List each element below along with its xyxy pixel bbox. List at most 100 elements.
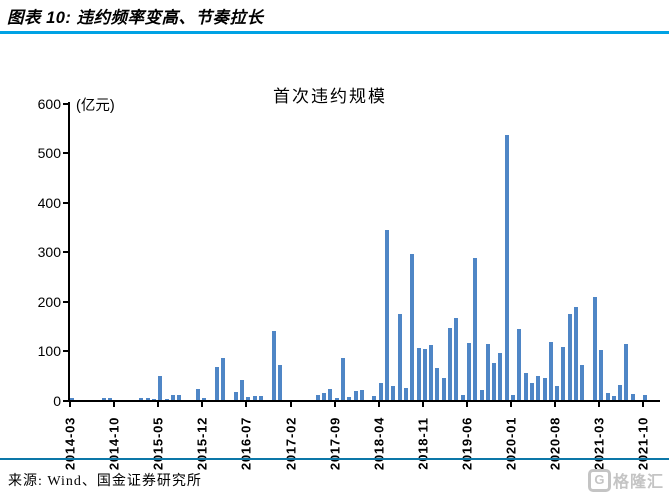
y-axis-tick (63, 350, 68, 352)
bar-2016-07 (246, 397, 251, 400)
y-axis-tick (63, 152, 68, 154)
bar-2019-02 (441, 378, 446, 400)
y-axis-tick (63, 202, 68, 204)
bar-2020-11 (574, 307, 578, 400)
bar-2014-03 (70, 398, 74, 400)
source-text: 来源: Wind、国金证券研究所 (8, 474, 202, 489)
bar-2015-06 (164, 399, 169, 400)
y-axis-tick-label: 500 (37, 145, 61, 161)
bar-2017-11 (347, 397, 352, 400)
bar-2020-05 (536, 376, 541, 400)
bar-2019-09 (485, 344, 490, 400)
bar-2020-07 (548, 342, 553, 400)
bar-2015-05 (158, 376, 163, 400)
bar-2019-08 (479, 390, 484, 400)
x-axis-tick (113, 402, 116, 407)
bar-2021-02 (592, 297, 597, 400)
bar-2018-07 (397, 314, 402, 400)
bar-2016-12 (277, 365, 282, 400)
bar-2015-08 (177, 395, 182, 400)
bar-2018-10 (416, 348, 421, 400)
bar-2020-02 (517, 329, 522, 400)
bar-2020-06 (542, 378, 547, 400)
title-divider-rule (0, 31, 669, 34)
bar-2016-09 (259, 396, 263, 400)
y-axis-tick-label: 300 (37, 244, 61, 260)
bar-2020-01 (511, 395, 515, 400)
bar-2020-10 (567, 314, 572, 400)
bar-2014-08 (101, 398, 106, 400)
x-axis-tick-label: 2019-06 (459, 416, 475, 471)
bar-2016-05 (233, 392, 238, 400)
gelonghui-logo-icon: G (587, 468, 611, 492)
x-axis-tick-label: 2020-01 (503, 416, 519, 471)
bar-2019-07 (473, 258, 478, 400)
y-axis-tick-label: 200 (37, 294, 61, 310)
x-axis-tick-label: 2018-11 (415, 417, 431, 470)
x-axis-tick (245, 402, 248, 407)
bar-2017-09 (334, 398, 339, 400)
bar-2018-03 (372, 396, 377, 400)
x-axis-tick (465, 402, 468, 407)
bar-2021-05 (611, 396, 616, 400)
x-axis-tick (598, 402, 601, 407)
y-axis-tick (63, 251, 68, 253)
x-axis-tick (69, 402, 71, 407)
x-axis-tick (421, 402, 424, 407)
bar-2015-03 (145, 398, 150, 400)
bar-2018-08 (403, 388, 408, 400)
chart-title: 首次违约规模 (273, 87, 387, 106)
bar-2017-07 (322, 393, 326, 400)
bar-2020-12 (580, 365, 585, 400)
x-axis-tick (377, 402, 380, 407)
y-axis-line (68, 102, 70, 402)
y-axis-tick (63, 301, 68, 303)
bar-2021-06 (618, 385, 623, 400)
bar-2017-06 (315, 395, 320, 400)
bar-2021-04 (605, 393, 610, 400)
bar-2019-11 (498, 353, 503, 400)
bar-2021-07 (624, 344, 629, 400)
bar-2017-08 (328, 389, 333, 400)
bar-2019-03 (448, 328, 452, 400)
bar-2018-01 (359, 390, 364, 400)
bar-2018-06 (391, 386, 396, 400)
gelonghui-logo: G 格隆汇 (587, 468, 664, 492)
bar-2019-04 (454, 318, 459, 400)
bar-2018-11 (422, 349, 427, 400)
bar-2019-12 (504, 135, 509, 400)
bar-2015-11 (196, 389, 200, 400)
x-axis-tick (642, 402, 645, 407)
bar-2014-09 (107, 398, 112, 400)
y-axis-tick-label: 0 (53, 393, 61, 409)
y-axis-tick (63, 103, 68, 105)
bar-2015-04 (151, 399, 156, 400)
bar-2018-05 (385, 230, 389, 400)
bar-2019-01 (435, 368, 440, 400)
bar-2021-10 (643, 395, 648, 400)
bar-2016-11 (271, 331, 276, 400)
bar-2016-08 (252, 396, 257, 400)
x-axis-tick-label: 2017-02 (283, 416, 298, 471)
x-axis-tick-label: 2017-09 (327, 416, 343, 471)
bar-2019-10 (492, 363, 497, 400)
y-axis-tick-label: 600 (37, 96, 61, 112)
bar-2016-06 (240, 380, 245, 400)
x-axis-tick-label: 2018-04 (371, 416, 387, 471)
x-axis-line (68, 400, 660, 402)
x-axis-tick-label: 2020-08 (547, 416, 563, 471)
page-title: 图表 10: 违约频率变高、节奏拉长 (7, 9, 264, 27)
bar-2017-12 (353, 391, 358, 400)
bar-2015-02 (139, 398, 144, 400)
bar-2020-03 (523, 373, 528, 400)
x-axis-tick (157, 402, 160, 407)
y-axis-tick-label: 400 (37, 195, 61, 211)
bar-2015-12 (202, 398, 207, 400)
footer-divider-rule (0, 458, 669, 460)
x-axis-tick (333, 402, 336, 407)
bar-2019-05 (460, 395, 465, 400)
bar-2021-08 (630, 394, 635, 400)
bar-2018-12 (429, 345, 434, 400)
bar-2016-03 (221, 358, 226, 400)
bar-2021-03 (599, 350, 604, 400)
